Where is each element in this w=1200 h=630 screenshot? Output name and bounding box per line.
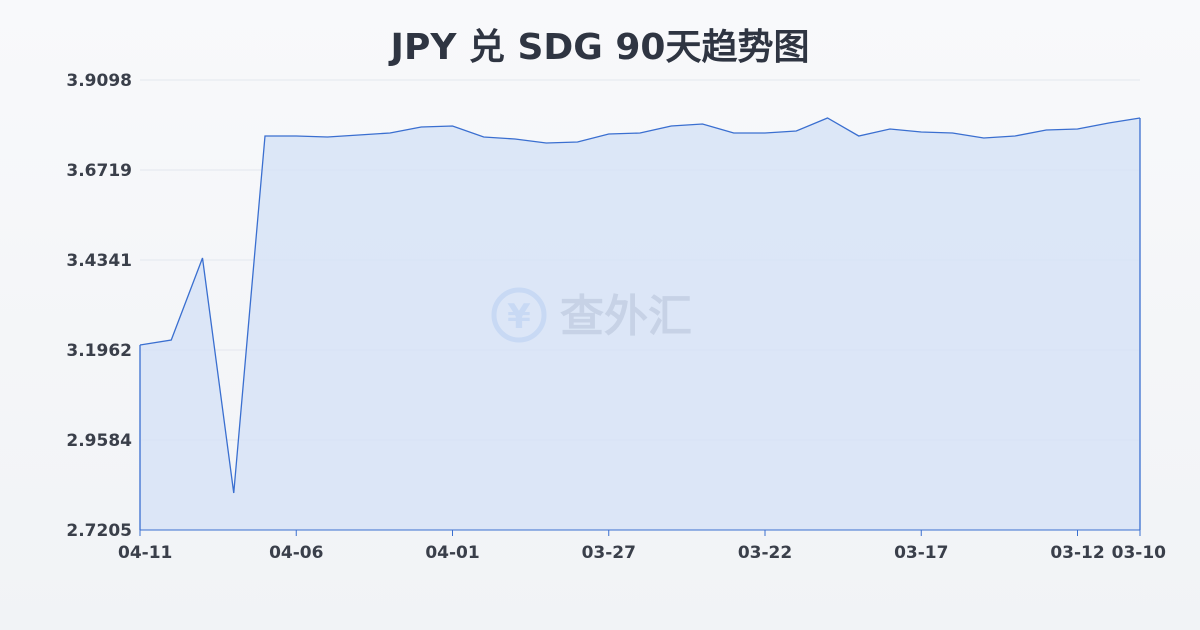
x-tick-label: 04-06 [269, 543, 323, 563]
x-tick-label: 03-27 [582, 543, 636, 563]
x-tick-label: 03-17 [894, 543, 948, 563]
data-point [545, 141, 548, 144]
y-tick-label: 3.4341 [66, 251, 132, 271]
x-tick-label: 03-22 [738, 543, 792, 563]
data-point [1045, 129, 1048, 132]
y-tick-label: 3.9098 [66, 71, 132, 91]
x-tick-label: 03-10 [1112, 543, 1167, 563]
data-point [701, 123, 704, 126]
data-point [982, 137, 985, 140]
data-point [1107, 121, 1110, 124]
data-point [326, 135, 329, 138]
data-point [482, 135, 485, 138]
data-point [389, 132, 392, 135]
data-point [1139, 116, 1142, 119]
data-point [1014, 134, 1017, 137]
series-line [139, 117, 1141, 494]
x-tick-label: 04-11 [118, 543, 172, 563]
data-point [670, 125, 673, 128]
data-point [795, 130, 798, 133]
data-point [139, 344, 142, 347]
data-point [232, 491, 235, 494]
y-tick-label: 3.1962 [66, 341, 132, 361]
data-point [920, 130, 923, 133]
data-point [201, 256, 204, 259]
data-point [639, 132, 642, 135]
chart-title: JPY 兑 SDG 90天趋势图 [390, 27, 810, 68]
y-tick-label: 3.6719 [66, 161, 132, 181]
data-point [295, 134, 298, 137]
data-point [264, 134, 267, 137]
data-point [170, 339, 173, 342]
data-point [951, 132, 954, 135]
data-point [514, 137, 517, 140]
data-point [889, 127, 892, 130]
data-point [1076, 127, 1079, 130]
area-fill [140, 117, 1140, 530]
data-point [451, 125, 454, 128]
data-point [857, 134, 860, 137]
x-tick-label: 04-01 [425, 543, 479, 563]
data-point [826, 116, 829, 119]
y-tick-label: 2.7205 [66, 521, 132, 541]
data-point [732, 132, 735, 135]
y-tick-label: 2.9584 [66, 431, 132, 451]
data-point [576, 141, 579, 144]
x-tick-label: 03-12 [1050, 543, 1104, 563]
data-point [420, 125, 423, 128]
data-point [357, 134, 360, 137]
data-point [607, 133, 610, 136]
data-point [764, 132, 767, 135]
